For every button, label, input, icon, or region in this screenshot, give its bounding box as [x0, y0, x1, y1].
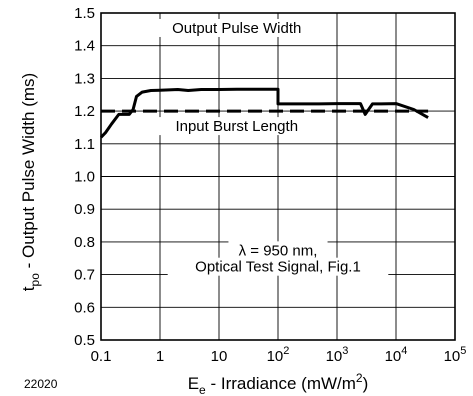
x-axis-label: Ee - Irradiance (mW/m2)	[188, 371, 369, 396]
x-tick-label: 105	[444, 345, 467, 365]
figure-id: 22020	[24, 377, 58, 391]
annotation-background	[228, 241, 328, 260]
annotation-background	[167, 257, 389, 276]
y-tick-label: 0.5	[74, 332, 95, 349]
y-axis-label: tpo - Output Pulse Width (ms)	[19, 73, 42, 291]
y-tick-label: 1.1	[74, 136, 95, 153]
y-tick-label: 0.8	[74, 234, 95, 251]
annotation-label: λ = 950 nm,	[239, 242, 318, 259]
y-tick-label: 1.2	[74, 103, 95, 120]
y-tick-label: 0.7	[74, 267, 95, 284]
x-tick-label: 10	[211, 348, 228, 365]
annotation-background	[158, 117, 315, 136]
plot-frame	[100, 12, 456, 341]
annotation-label: Optical Test Signal, Fig.1	[195, 259, 361, 276]
x-tick-label: 103	[326, 345, 349, 365]
y-tick-label: 1.0	[74, 169, 95, 186]
grid	[100, 12, 456, 341]
annotation-background	[158, 18, 315, 37]
y-tick-label: 1.5	[74, 5, 95, 22]
annotations: Output Pulse Width Input Burst Length λ = …	[158, 18, 389, 276]
annotation-label: Input Burst Length	[175, 118, 298, 135]
x-tick-label: 102	[267, 345, 290, 365]
y-tick-label: 1.4	[74, 38, 95, 55]
y-tick-label: 0.6	[74, 299, 95, 316]
x-tick-label: 104	[385, 345, 408, 365]
x-tick-label: 1	[156, 348, 164, 365]
y-tick-label: 0.9	[74, 201, 95, 218]
y-tick-label: 1.3	[74, 70, 95, 87]
annotation-label: Output Pulse Width	[172, 20, 301, 37]
y-tick-labels: 0.5 0.6 0.7 0.8 0.9 1.0 1.1 1.2 1.3 1.4 1.5	[74, 5, 95, 349]
x-tick-label: 0.1	[91, 348, 112, 365]
series-layer	[99, 87, 429, 139]
x-tick-labels: 0.1 1 10 102 103 104 105	[91, 345, 467, 365]
